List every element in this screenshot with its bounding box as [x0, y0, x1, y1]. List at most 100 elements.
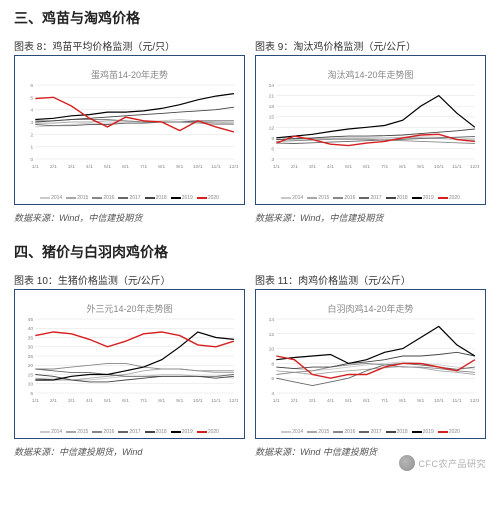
watermark-logo-icon	[399, 455, 415, 471]
legend-item: 2017	[118, 195, 140, 201]
svg-text:12: 12	[269, 125, 275, 131]
chart-inner-title: 蛋鸡苗14-20年走势	[21, 68, 238, 81]
svg-text:7/1: 7/1	[140, 398, 147, 403]
svg-text:8: 8	[271, 361, 274, 367]
chart-cell: 图表 10：生猪价格监测（元/公斤） 外三元14-20年走势图 51015202…	[14, 272, 245, 439]
svg-text:9/1: 9/1	[176, 398, 183, 403]
legend-item: 2020	[438, 195, 460, 201]
legend-item: 2015	[66, 195, 88, 201]
chart-cell: 图表 8：鸡苗平均价格监测（元/只） 蛋鸡苗14-20年走势 01234561/…	[14, 38, 245, 205]
legend-item: 2020	[438, 429, 460, 435]
watermark-text: CFC农产品研究	[419, 457, 487, 470]
svg-text:2/1: 2/1	[291, 398, 298, 403]
svg-text:5/1: 5/1	[104, 398, 111, 403]
svg-text:7/1: 7/1	[381, 398, 388, 403]
chart-inner-title: 外三元14-20年走势图	[21, 302, 238, 315]
svg-text:2/1: 2/1	[291, 164, 298, 169]
svg-text:8/1: 8/1	[158, 164, 165, 169]
svg-text:10/1: 10/1	[193, 398, 203, 403]
legend-item: 2014	[281, 195, 303, 201]
svg-text:11/1: 11/1	[452, 164, 462, 169]
svg-text:2/1: 2/1	[50, 164, 57, 169]
legend-item: 2014	[40, 195, 62, 201]
svg-text:8/1: 8/1	[399, 398, 406, 403]
svg-text:11/1: 11/1	[452, 398, 462, 403]
chart-legend: 2014201520162017201820192020	[256, 429, 485, 435]
svg-text:5: 5	[30, 95, 33, 101]
svg-text:3/1: 3/1	[68, 164, 75, 169]
svg-text:20: 20	[28, 363, 34, 369]
svg-text:6/1: 6/1	[122, 164, 129, 169]
chart-legend: 2014201520162017201820192020	[15, 195, 244, 201]
svg-text:10: 10	[28, 382, 34, 388]
svg-text:45: 45	[28, 317, 34, 323]
svg-text:30: 30	[28, 345, 34, 351]
svg-text:4/1: 4/1	[86, 164, 93, 169]
svg-text:35: 35	[28, 336, 34, 342]
svg-text:15: 15	[28, 373, 34, 379]
svg-text:5/1: 5/1	[345, 398, 352, 403]
svg-text:1/1: 1/1	[32, 398, 39, 403]
svg-text:12/1: 12/1	[229, 398, 238, 403]
legend-item: 2018	[386, 429, 408, 435]
svg-text:21: 21	[269, 94, 275, 100]
svg-text:18: 18	[269, 104, 275, 110]
legend-item: 2017	[359, 429, 381, 435]
chart-plot: 36912151821241/12/13/14/15/16/17/18/19/1…	[262, 83, 479, 169]
svg-text:10: 10	[269, 347, 275, 353]
chart-label: 图表 11：肉鸡价格监测（元/公斤）	[255, 272, 486, 287]
svg-text:4: 4	[30, 108, 33, 114]
svg-text:4/1: 4/1	[327, 398, 334, 403]
legend-item: 2019	[171, 195, 193, 201]
svg-text:8/1: 8/1	[158, 398, 165, 403]
section-heading: 三、鸡苗与淘鸡价格	[14, 8, 486, 28]
svg-text:10/1: 10/1	[434, 398, 444, 403]
svg-text:6/1: 6/1	[363, 398, 370, 403]
legend-item: 2019	[171, 429, 193, 435]
svg-text:9/1: 9/1	[176, 164, 183, 169]
legend-item: 2015	[307, 195, 329, 201]
svg-text:7/1: 7/1	[140, 164, 147, 169]
legend-item: 2015	[307, 429, 329, 435]
svg-text:6/1: 6/1	[363, 164, 370, 169]
chart-source: 数据来源：Wind，中信建投期货	[255, 209, 486, 226]
chart-box: 白羽肉鸡14-20年走势 4681012141/12/13/14/15/16/1…	[255, 289, 486, 439]
svg-text:6/1: 6/1	[122, 398, 129, 403]
svg-text:3: 3	[30, 120, 33, 126]
legend-item: 2016	[92, 429, 114, 435]
chart-source: 数据来源：Wind，中信建投期货	[14, 209, 245, 226]
svg-text:15: 15	[269, 115, 275, 121]
chart-row: 图表 10：生猪价格监测（元/公斤） 外三元14-20年走势图 51015202…	[14, 272, 486, 439]
svg-text:7/1: 7/1	[381, 164, 388, 169]
legend-item: 2016	[333, 195, 355, 201]
svg-text:1/1: 1/1	[273, 398, 280, 403]
chart-label: 图表 9：淘汰鸡价格监测（元/公斤）	[255, 38, 486, 53]
legend-item: 2014	[40, 429, 62, 435]
svg-text:12/1: 12/1	[470, 398, 479, 403]
svg-text:12: 12	[269, 332, 275, 338]
svg-text:2/1: 2/1	[50, 398, 57, 403]
legend-item: 2020	[197, 429, 219, 435]
legend-item: 2014	[281, 429, 303, 435]
svg-text:2: 2	[30, 132, 33, 138]
chart-cell: 图表 11：肉鸡价格监测（元/公斤） 白羽肉鸡14-20年走势 46810121…	[255, 272, 486, 439]
svg-text:5/1: 5/1	[104, 164, 111, 169]
chart-plot: 01234561/12/13/14/15/16/17/18/19/110/111…	[21, 83, 238, 169]
svg-text:25: 25	[28, 354, 34, 360]
svg-text:10/1: 10/1	[434, 164, 444, 169]
svg-text:9/1: 9/1	[417, 398, 424, 403]
chart-plot: 4681012141/12/13/14/15/16/17/18/19/110/1…	[262, 317, 479, 403]
chart-legend: 2014201520162017201820192020	[15, 429, 244, 435]
chart-label: 图表 8：鸡苗平均价格监测（元/只）	[14, 38, 245, 53]
legend-item: 2018	[386, 195, 408, 201]
legend-item: 2017	[118, 429, 140, 435]
legend-item: 2017	[359, 195, 381, 201]
chart-legend: 2014201520162017201820192020	[256, 195, 485, 201]
legend-item: 2016	[333, 429, 355, 435]
svg-text:1/1: 1/1	[273, 164, 280, 169]
svg-text:3/1: 3/1	[309, 164, 316, 169]
legend-item: 2016	[92, 195, 114, 201]
svg-text:5: 5	[30, 391, 33, 397]
svg-text:5/1: 5/1	[345, 164, 352, 169]
svg-text:14: 14	[269, 317, 275, 323]
